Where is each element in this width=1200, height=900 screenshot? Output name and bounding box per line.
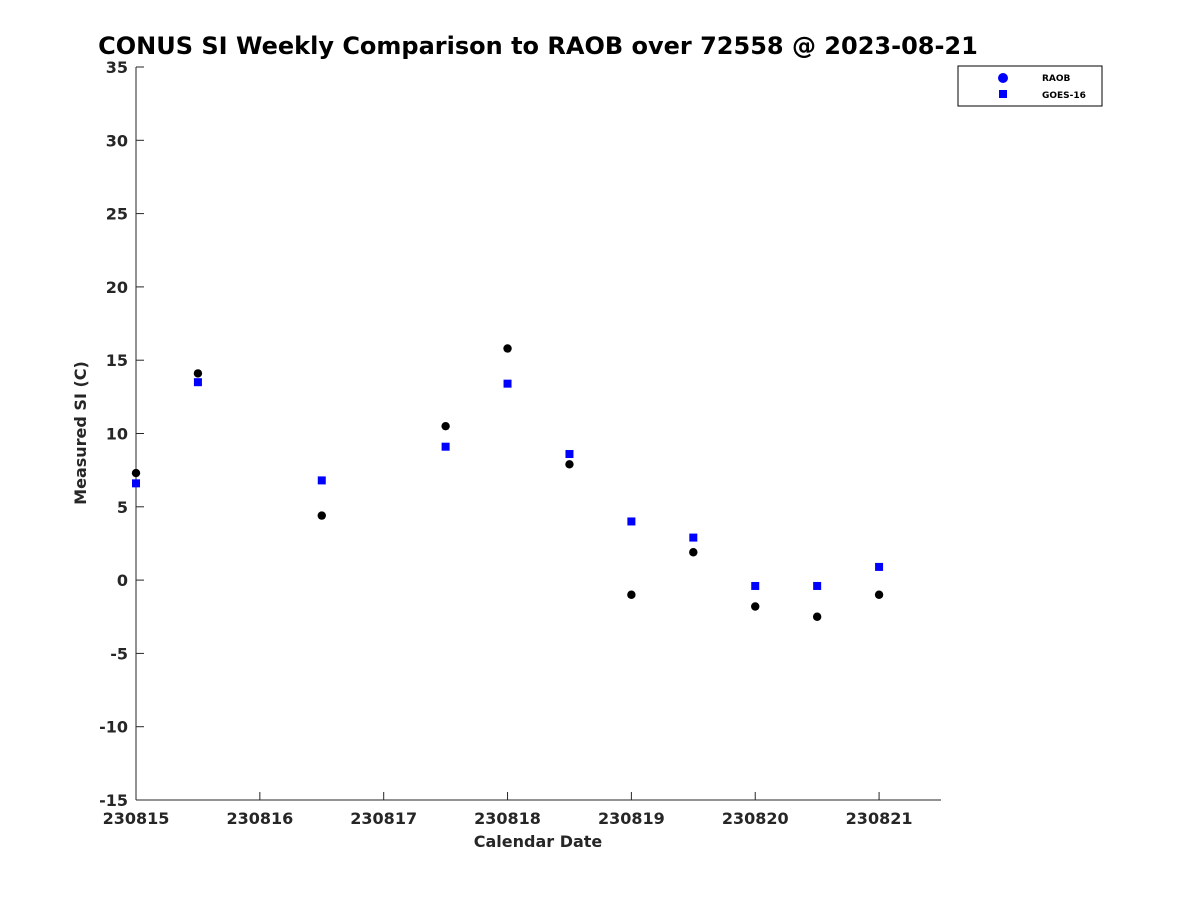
y-tick-label: 15 (106, 351, 128, 370)
y-tick-label: 10 (106, 425, 128, 444)
y-tick-label: -5 (110, 644, 128, 663)
y-tick-label: 0 (117, 571, 128, 590)
raob-point (131, 468, 141, 478)
x-tick-label: 230819 (598, 809, 665, 828)
goes-16-point (565, 450, 574, 459)
goes-16-point (751, 581, 760, 590)
legend-raob-label: RAOB (1042, 74, 1071, 84)
goes-16-point (441, 442, 450, 451)
axes (135, 67, 941, 801)
raob-point (874, 590, 884, 599)
goes-16-point (503, 379, 512, 388)
raob-point (441, 421, 450, 431)
legend-raob-marker (998, 73, 1008, 83)
raob-point (193, 369, 203, 378)
goes-16-point (317, 476, 326, 485)
x-axis-label: Calendar Date (474, 832, 603, 851)
raob-point (317, 511, 326, 520)
x-axis-ticks: 230815 230816 230817 230818 230819 230820 2308… (103, 792, 913, 828)
y-tick-label: 20 (106, 278, 128, 297)
y-axis-label: Measured SI (C) (71, 361, 90, 505)
x-tick-label: 230815 (103, 809, 170, 828)
legend: RAOB GOES-16 (957, 65, 1103, 107)
goes-16-point (193, 378, 202, 387)
x-tick-label: 230816 (226, 809, 293, 828)
y-tick-label: 25 (106, 205, 128, 224)
data-points (131, 344, 884, 621)
x-tick-label: 230820 (722, 809, 789, 828)
y-axis-ticks: 35 30 25 20 15 10 5 0 -5 -10 -15 (99, 58, 144, 810)
goes-16-point (627, 517, 636, 526)
raob-point (627, 590, 636, 599)
y-tick-label: 35 (106, 58, 128, 77)
legend-box (957, 65, 1103, 107)
raob-point (751, 602, 760, 611)
goes-16-point (875, 562, 884, 571)
raob-point (812, 612, 822, 621)
goes-16-point (813, 581, 822, 590)
y-tick-label: 30 (106, 131, 128, 150)
goes-16-point (689, 533, 698, 542)
raob-point (503, 344, 512, 353)
y-tick-label: -15 (99, 791, 128, 810)
y-tick-label: -10 (99, 718, 128, 737)
goes-16-point (132, 479, 140, 488)
x-tick-label: 230818 (474, 809, 541, 828)
legend-goes-label: GOES-16 (1042, 91, 1086, 101)
x-tick-label: 230817 (350, 809, 417, 828)
chart-title: CONUS SI Weekly Comparison to RAOB over … (98, 32, 978, 60)
x-tick-label: 230821 (846, 809, 913, 828)
raob-point (689, 548, 698, 557)
legend-goes-marker (999, 90, 1007, 98)
y-tick-label: 5 (117, 498, 128, 517)
raob-point (565, 460, 574, 469)
